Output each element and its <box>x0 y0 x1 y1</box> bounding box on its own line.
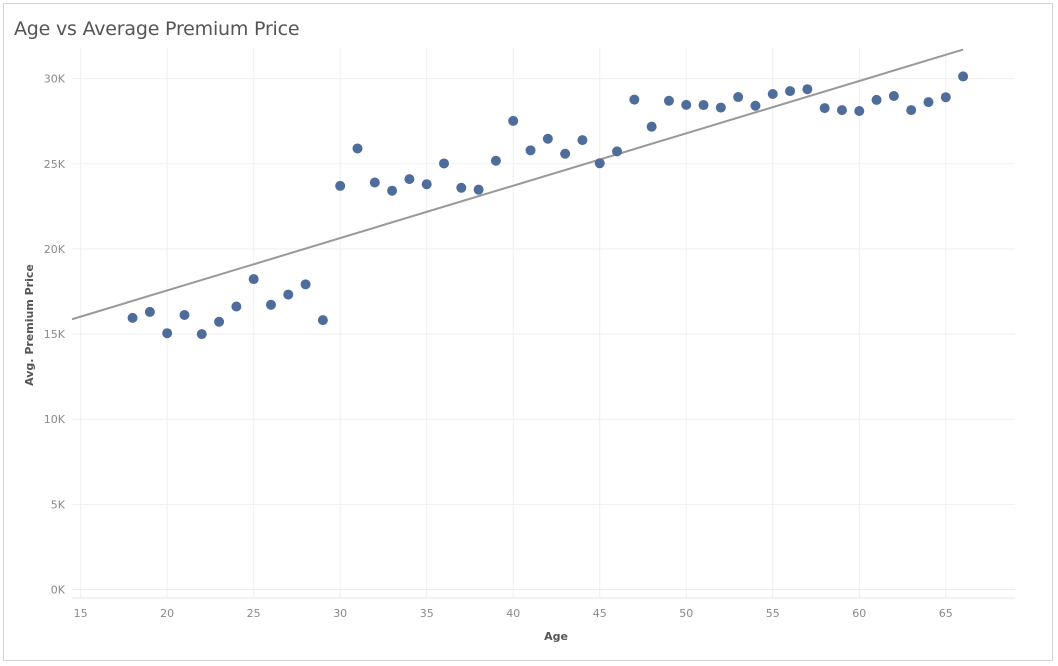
x-tick-label: 40 <box>506 607 520 620</box>
data-point <box>646 121 657 132</box>
data-point <box>335 180 346 191</box>
data-point <box>300 279 311 290</box>
data-point <box>767 88 778 99</box>
x-tick-label: 30 <box>333 607 347 620</box>
data-point <box>404 174 415 185</box>
ticks-layer: 15 20 25 30 35 40 45 50 55 60 65 0K 5K 10K 15K 20K 25K 30… <box>44 73 953 620</box>
data-point <box>733 92 744 103</box>
data-point <box>144 306 155 317</box>
y-tick-label: 30K <box>44 73 66 86</box>
data-point <box>663 95 674 106</box>
data-point <box>612 146 623 157</box>
y-tick-label: 0K <box>51 583 66 596</box>
data-point <box>265 299 276 310</box>
data-point <box>162 328 173 339</box>
data-point <box>629 94 640 105</box>
y-tick-label: 5K <box>51 498 66 511</box>
data-point <box>369 177 380 188</box>
data-point <box>127 312 138 323</box>
data-point <box>456 182 467 193</box>
data-point <box>542 133 553 144</box>
data-point <box>577 135 588 146</box>
points-layer <box>127 71 969 340</box>
trend-line <box>71 48 964 321</box>
x-tick-label: 55 <box>766 607 780 620</box>
y-tick-label: 10K <box>44 413 66 426</box>
data-point <box>958 71 969 82</box>
x-tick-label: 20 <box>160 607 174 620</box>
x-tick-label: 25 <box>247 607 261 620</box>
x-tick-label: 35 <box>420 607 434 620</box>
data-point <box>854 106 865 117</box>
x-tick-label: 15 <box>74 607 88 620</box>
chart-frame <box>3 3 1053 661</box>
x-tick-label: 50 <box>679 607 693 620</box>
data-point <box>888 91 899 102</box>
y-tick-label: 20K <box>44 243 66 256</box>
x-tick-label: 60 <box>852 607 866 620</box>
data-point <box>560 148 571 159</box>
data-point <box>906 105 917 116</box>
data-point <box>196 329 207 340</box>
data-point <box>317 315 328 326</box>
data-point <box>836 105 847 116</box>
data-point <box>283 289 294 300</box>
data-point <box>473 184 484 195</box>
data-point <box>248 274 259 285</box>
data-point <box>923 97 934 108</box>
data-point <box>750 100 761 111</box>
data-point <box>698 100 709 111</box>
data-point <box>802 84 813 95</box>
x-tick-label: 65 <box>939 607 953 620</box>
x-axis-title: Age <box>544 630 568 643</box>
data-point <box>421 179 432 190</box>
data-point <box>352 143 363 154</box>
data-point <box>525 145 536 156</box>
grid-layer <box>72 48 1015 599</box>
data-point <box>715 102 726 113</box>
y-tick-label: 15K <box>44 328 66 341</box>
data-point <box>681 99 692 110</box>
data-point <box>819 103 830 114</box>
x-tick-label: 45 <box>593 607 607 620</box>
trend-layer <box>71 48 964 321</box>
data-point <box>871 94 882 105</box>
data-point <box>231 301 242 312</box>
data-point <box>179 309 190 320</box>
chart-title: Age vs Average Premium Price <box>14 18 300 40</box>
y-axis-title: Avg. Premium Price <box>23 264 36 386</box>
data-point <box>508 115 519 126</box>
data-point <box>785 86 796 97</box>
data-point <box>940 92 951 103</box>
data-point <box>490 155 501 166</box>
data-point <box>594 158 605 169</box>
data-point <box>387 185 398 196</box>
data-point <box>214 316 225 327</box>
data-point <box>439 158 450 169</box>
y-tick-label: 25K <box>44 158 66 171</box>
